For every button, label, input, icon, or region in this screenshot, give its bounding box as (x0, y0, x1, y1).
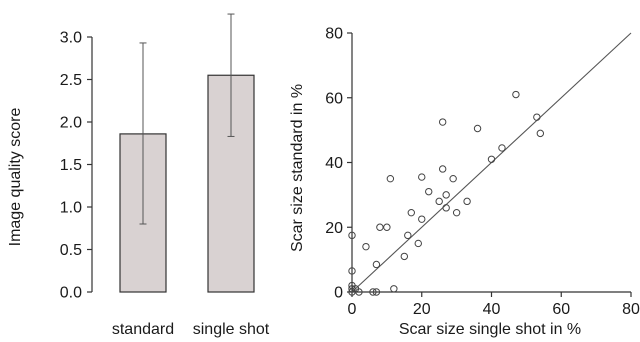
scatter-point (473, 124, 482, 133)
scatter-point (418, 173, 426, 181)
scatter-x-tick-label: 20 (413, 301, 431, 318)
scatter-point (533, 113, 541, 121)
scatter-point (348, 285, 356, 293)
scatter-y-tick-label: 80 (325, 26, 343, 43)
scatter-point (383, 223, 391, 231)
bar-category-label: standard (112, 321, 174, 338)
bar-chart: 0.0 0.5 1.0 1.5 2.0 2.5 3.0 standard single sho… (7, 13, 270, 338)
scatter-point (438, 118, 447, 126)
scatter-y-tick-label: 60 (325, 90, 343, 107)
scatter-x-axis-title: Scar size single shot in % (399, 321, 581, 338)
scatter-point (438, 165, 447, 173)
scatter-point (463, 197, 471, 206)
bar-error-bars (139, 13, 235, 225)
scatter-chart: 0 20 40 60 80 0 20 40 60 80 Scar size standard i… (289, 26, 640, 339)
scatter-point (369, 288, 377, 296)
scatter-point (425, 187, 433, 196)
scatter-point (376, 223, 384, 231)
scatter-point (390, 285, 398, 293)
bar-y-ticks: 0.0 0.5 1.0 1.5 2.0 2.5 3.0 (60, 30, 92, 302)
scatter-point (442, 191, 450, 199)
scatter-x-tick-label: 40 (483, 301, 501, 318)
scatter-point (449, 174, 457, 183)
bar-y-tick-label: 0.0 (60, 285, 82, 302)
scatter-y-ticks: 0 20 40 60 80 (325, 26, 352, 302)
bar-y-tick-label: 1.5 (60, 157, 82, 174)
scatter-point (362, 242, 370, 251)
bar-y-axis-title: Image quality score (7, 108, 24, 247)
scatter-point (435, 197, 443, 206)
bar-y-tick-label: 3.0 (60, 30, 82, 47)
bar-y-tick-label: 2.0 (60, 115, 82, 132)
scatter-x-tick-label: 80 (622, 301, 640, 318)
scatter-point (414, 239, 422, 248)
scatter-points (348, 90, 545, 296)
scatter-point (407, 208, 415, 217)
scatter-point (498, 144, 506, 152)
scatter-y-tick-label: 0 (334, 285, 343, 302)
bar-category-labels: standard single shot (112, 321, 270, 338)
bar-category-label: single shot (193, 321, 270, 338)
scatter-y-tick-label: 40 (325, 155, 343, 172)
scatter-x-ticks: 0 20 40 60 80 (348, 292, 640, 318)
scatter-x-tick-label: 60 (552, 301, 570, 318)
scatter-point (386, 174, 395, 183)
scatter-point (372, 260, 381, 269)
bar-y-tick-label: 1.0 (60, 200, 82, 217)
scatter-point (487, 155, 496, 163)
scatter-point (404, 231, 412, 240)
bar-series (119, 74, 255, 293)
bar-y-tick-label: 0.5 (60, 242, 82, 259)
scatter-point (400, 252, 409, 261)
scatter-y-tick-label: 20 (325, 220, 343, 237)
scatter-x-tick-label: 0 (348, 301, 357, 318)
scatter-point (372, 288, 381, 296)
scatter-point (355, 288, 363, 296)
scatter-point (348, 231, 356, 240)
bar-y-tick-label: 2.5 (60, 72, 82, 89)
scatter-point (348, 267, 356, 275)
scatter-point (442, 204, 450, 212)
scatter-point (536, 129, 545, 138)
scatter-point (452, 208, 461, 217)
scatter-y-axis-title: Scar size standard in % (289, 84, 306, 252)
scatter-point (418, 215, 426, 223)
scatter-point (512, 90, 520, 99)
